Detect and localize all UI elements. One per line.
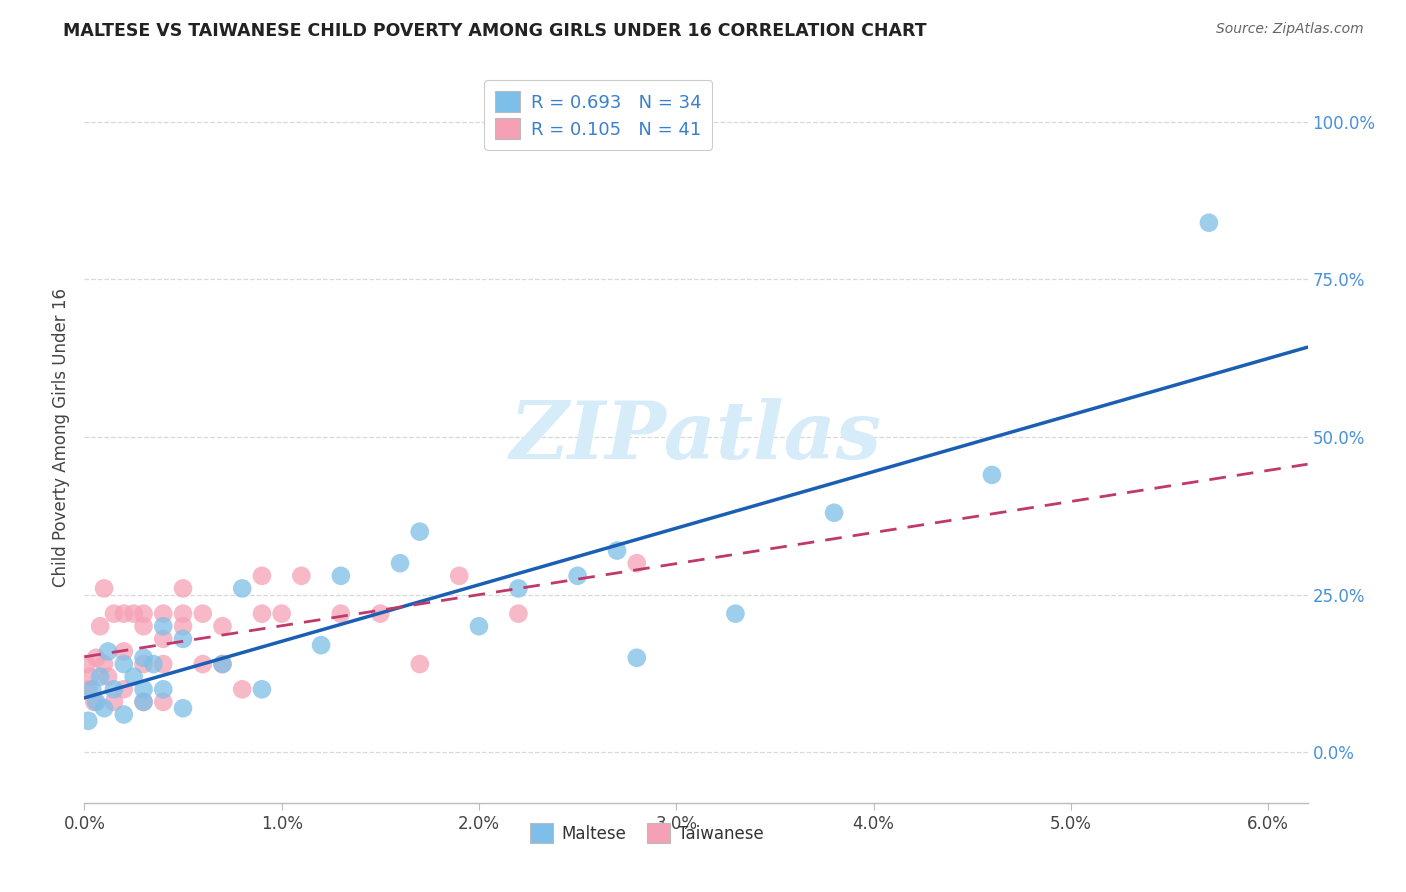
Point xyxy=(152,695,174,709)
Point xyxy=(112,657,135,671)
Point xyxy=(172,607,194,621)
Point xyxy=(84,650,107,665)
Point xyxy=(626,556,648,570)
Point xyxy=(132,682,155,697)
Point xyxy=(75,657,97,671)
Point xyxy=(468,619,491,633)
Point xyxy=(112,682,135,697)
Point xyxy=(1198,216,1220,230)
Point xyxy=(77,714,100,728)
Point xyxy=(172,701,194,715)
Point xyxy=(152,657,174,671)
Point xyxy=(83,695,105,709)
Point xyxy=(449,569,471,583)
Point xyxy=(724,607,747,621)
Point xyxy=(626,650,648,665)
Point xyxy=(211,657,233,671)
Point xyxy=(93,582,115,596)
Point xyxy=(152,619,174,633)
Point xyxy=(191,657,214,671)
Point xyxy=(97,670,120,684)
Point xyxy=(82,682,104,697)
Point xyxy=(508,582,530,596)
Text: ZIPatlas: ZIPatlas xyxy=(510,399,882,475)
Point xyxy=(132,695,155,709)
Point xyxy=(93,701,115,715)
Point xyxy=(409,657,432,671)
Point xyxy=(89,670,111,684)
Point xyxy=(122,607,145,621)
Point xyxy=(132,657,155,671)
Point xyxy=(329,607,352,621)
Point xyxy=(112,607,135,621)
Point xyxy=(211,619,233,633)
Point xyxy=(980,467,1002,482)
Point xyxy=(77,682,100,697)
Point xyxy=(389,556,412,570)
Point xyxy=(329,569,352,583)
Point xyxy=(172,632,194,646)
Point xyxy=(132,619,155,633)
Point xyxy=(93,657,115,671)
Point xyxy=(152,632,174,646)
Point xyxy=(409,524,432,539)
Point xyxy=(368,607,391,621)
Text: MALTESE VS TAIWANESE CHILD POVERTY AMONG GIRLS UNDER 16 CORRELATION CHART: MALTESE VS TAIWANESE CHILD POVERTY AMONG… xyxy=(63,22,927,40)
Text: Source: ZipAtlas.com: Source: ZipAtlas.com xyxy=(1216,22,1364,37)
Point xyxy=(103,607,125,621)
Point xyxy=(97,644,120,658)
Point xyxy=(567,569,589,583)
Point xyxy=(606,543,628,558)
Point xyxy=(89,619,111,633)
Point xyxy=(823,506,845,520)
Point xyxy=(270,607,292,621)
Point xyxy=(132,695,155,709)
Point xyxy=(508,607,530,621)
Point xyxy=(132,650,155,665)
Point xyxy=(290,569,312,583)
Point xyxy=(112,644,135,658)
Point xyxy=(250,682,273,697)
Point xyxy=(172,619,194,633)
Legend: Maltese, Taiwanese: Maltese, Taiwanese xyxy=(523,817,770,849)
Point xyxy=(152,682,174,697)
Y-axis label: Child Poverty Among Girls Under 16: Child Poverty Among Girls Under 16 xyxy=(52,287,70,587)
Point xyxy=(211,657,233,671)
Point xyxy=(231,682,253,697)
Point xyxy=(142,657,165,671)
Point xyxy=(172,582,194,596)
Point xyxy=(231,582,253,596)
Point xyxy=(84,695,107,709)
Point xyxy=(103,695,125,709)
Point xyxy=(250,607,273,621)
Point xyxy=(250,569,273,583)
Point xyxy=(191,607,214,621)
Point xyxy=(132,607,155,621)
Point xyxy=(122,670,145,684)
Point xyxy=(79,670,101,684)
Point xyxy=(309,638,332,652)
Point xyxy=(112,707,135,722)
Point xyxy=(103,682,125,697)
Point xyxy=(152,607,174,621)
